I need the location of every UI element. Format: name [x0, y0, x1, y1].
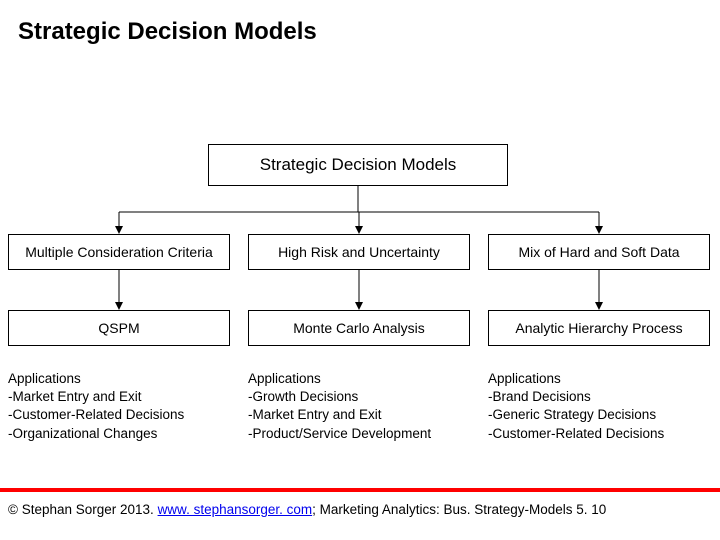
criteria-box-3: Mix of Hard and Soft Data: [488, 234, 710, 270]
applications-heading: Applications: [488, 370, 720, 388]
applications-col-1: Applications -Market Entry and Exit -Cus…: [8, 370, 240, 443]
tree-connectors: [0, 0, 720, 540]
applications-item: -Market Entry and Exit: [248, 406, 480, 424]
footer-text: © Stephan Sorger 2013. www. stephansorge…: [8, 502, 606, 517]
applications-item: -Customer-Related Decisions: [488, 425, 720, 443]
page-title: Strategic Decision Models: [18, 18, 317, 46]
applications-heading: Applications: [8, 370, 240, 388]
method-box-1: QSPM: [8, 310, 230, 346]
footer-suffix: ; Marketing Analytics: Bus. Strategy-Mod…: [312, 502, 606, 517]
footer-link[interactable]: www. stephansorger. com: [158, 502, 313, 517]
applications-col-3: Applications -Brand Decisions -Generic S…: [488, 370, 720, 443]
footer-prefix: © Stephan Sorger 2013.: [8, 502, 158, 517]
footer-bar: [0, 488, 720, 492]
method-box-3: Analytic Hierarchy Process: [488, 310, 710, 346]
criteria-box-2: High Risk and Uncertainty: [248, 234, 470, 270]
applications-col-2: Applications -Growth Decisions -Market E…: [248, 370, 480, 443]
criteria-box-1: Multiple Consideration Criteria: [8, 234, 230, 270]
applications-item: -Customer-Related Decisions: [8, 406, 240, 424]
applications-item: -Market Entry and Exit: [8, 388, 240, 406]
root-node: Strategic Decision Models: [208, 144, 508, 186]
applications-item: -Generic Strategy Decisions: [488, 406, 720, 424]
applications-heading: Applications: [248, 370, 480, 388]
applications-item: -Organizational Changes: [8, 425, 240, 443]
method-box-2: Monte Carlo Analysis: [248, 310, 470, 346]
applications-item: -Growth Decisions: [248, 388, 480, 406]
applications-item: -Product/Service Development: [248, 425, 480, 443]
applications-item: -Brand Decisions: [488, 388, 720, 406]
